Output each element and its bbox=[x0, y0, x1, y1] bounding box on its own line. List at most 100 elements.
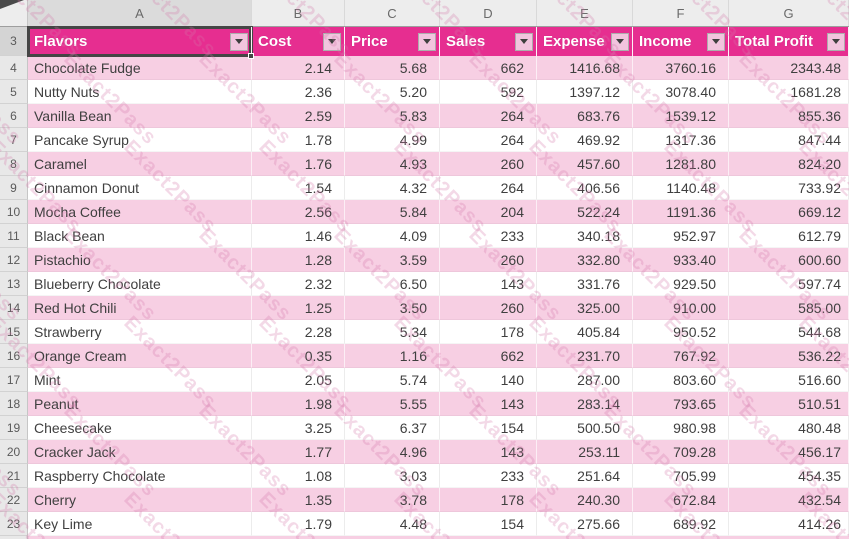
cell-expense[interactable]: 240.30 bbox=[537, 488, 633, 512]
cell-price[interactable]: 4.32 bbox=[345, 176, 440, 200]
cell-price[interactable]: 4.99 bbox=[345, 128, 440, 152]
cell-sales[interactable]: 662 bbox=[440, 56, 537, 80]
cell-price[interactable]: 6.37 bbox=[345, 416, 440, 440]
cell-total-profit[interactable]: 2343.48 bbox=[729, 56, 849, 80]
row-number[interactable]: 17 bbox=[0, 368, 28, 392]
cell-flavor[interactable]: Cherry bbox=[28, 488, 252, 512]
cell-expense[interactable]: 275.66 bbox=[537, 512, 633, 536]
filter-button-income[interactable] bbox=[707, 32, 725, 51]
row-number[interactable]: 21 bbox=[0, 464, 28, 488]
cell-total-profit[interactable]: 510.51 bbox=[729, 392, 849, 416]
cell-cost[interactable]: 1.77 bbox=[252, 440, 345, 464]
cell-flavor[interactable]: Chocolate Fudge bbox=[28, 56, 252, 80]
filter-button-cost[interactable] bbox=[323, 32, 341, 51]
header-cell-flavors[interactable]: Flavors bbox=[28, 27, 254, 59]
cell-sales[interactable]: 143 bbox=[440, 440, 537, 464]
row-number[interactable]: 14 bbox=[0, 296, 28, 320]
cell-total-profit[interactable]: 600.60 bbox=[729, 248, 849, 272]
row-number[interactable]: 4 bbox=[0, 56, 28, 80]
header-cell-total-profit[interactable]: Total Profit bbox=[729, 27, 849, 56]
cell-total-profit[interactable]: 733.92 bbox=[729, 176, 849, 200]
header-cell-income[interactable]: Income bbox=[633, 27, 729, 56]
cell-expense[interactable]: 405.84 bbox=[537, 320, 633, 344]
cell-cost[interactable]: 2.28 bbox=[252, 320, 345, 344]
row-number[interactable]: 18 bbox=[0, 392, 28, 416]
row-number[interactable]: 23 bbox=[0, 512, 28, 536]
cell-total-profit[interactable]: 432.54 bbox=[729, 488, 849, 512]
cell-income[interactable]: 793.65 bbox=[633, 392, 729, 416]
cell-cost[interactable]: 1.54 bbox=[252, 176, 345, 200]
column-header-a[interactable]: A bbox=[28, 0, 252, 26]
cell-total-profit[interactable]: 597.74 bbox=[729, 272, 849, 296]
cell-expense[interactable]: 332.80 bbox=[537, 248, 633, 272]
cell-income[interactable]: 910.00 bbox=[633, 296, 729, 320]
row-number[interactable]: 22 bbox=[0, 488, 28, 512]
row-number[interactable]: 16 bbox=[0, 344, 28, 368]
cell-cost[interactable]: 1.76 bbox=[252, 152, 345, 176]
cell-sales[interactable]: 204 bbox=[440, 200, 537, 224]
cell-expense[interactable]: 287.00 bbox=[537, 368, 633, 392]
cell-flavor[interactable]: Pancake Syrup bbox=[28, 128, 252, 152]
cell-income[interactable]: 3078.40 bbox=[633, 80, 729, 104]
column-header-d[interactable]: D bbox=[440, 0, 537, 26]
cell-flavor[interactable]: Pistachio bbox=[28, 248, 252, 272]
cell-flavor[interactable]: Red Hot Chili bbox=[28, 296, 252, 320]
cell-total-profit[interactable]: 669.12 bbox=[729, 200, 849, 224]
fill-handle[interactable] bbox=[248, 53, 254, 59]
cell-total-profit[interactable]: 480.48 bbox=[729, 416, 849, 440]
filter-button-price[interactable] bbox=[418, 32, 436, 51]
cell-price[interactable]: 1.16 bbox=[345, 344, 440, 368]
cell-sales[interactable]: 233 bbox=[440, 224, 537, 248]
cell-income[interactable]: 952.97 bbox=[633, 224, 729, 248]
row-number[interactable]: 10 bbox=[0, 200, 28, 224]
cell-price[interactable]: 5.84 bbox=[345, 200, 440, 224]
cell-total-profit[interactable]: 824.20 bbox=[729, 152, 849, 176]
cell-price[interactable]: 3.50 bbox=[345, 296, 440, 320]
column-header-e[interactable]: E bbox=[537, 0, 633, 26]
cell-total-profit[interactable]: 1681.28 bbox=[729, 80, 849, 104]
cell-income[interactable]: 3760.16 bbox=[633, 56, 729, 80]
cell-sales[interactable]: 143 bbox=[440, 392, 537, 416]
cell-total-profit[interactable]: 414.26 bbox=[729, 512, 849, 536]
cell-price[interactable]: 4.96 bbox=[345, 440, 440, 464]
row-header-3[interactable]: 3 bbox=[0, 27, 28, 56]
cell-income[interactable]: 1281.80 bbox=[633, 152, 729, 176]
cell-price[interactable]: 3.78 bbox=[345, 488, 440, 512]
cell-price[interactable]: 5.74 bbox=[345, 368, 440, 392]
cell-expense[interactable]: 469.92 bbox=[537, 128, 633, 152]
cell-income[interactable]: 803.60 bbox=[633, 368, 729, 392]
cell-cost[interactable]: 2.36 bbox=[252, 80, 345, 104]
cell-cost[interactable]: 2.05 bbox=[252, 368, 345, 392]
cell-expense[interactable]: 500.50 bbox=[537, 416, 633, 440]
filter-button-flavors[interactable] bbox=[230, 32, 248, 51]
cell-cost[interactable]: 3.25 bbox=[252, 416, 345, 440]
cell-income[interactable]: 672.84 bbox=[633, 488, 729, 512]
cell-expense[interactable]: 457.60 bbox=[537, 152, 633, 176]
cell-expense[interactable]: 1416.68 bbox=[537, 56, 633, 80]
cell-price[interactable]: 5.34 bbox=[345, 320, 440, 344]
cell-flavor[interactable]: Orange Cream bbox=[28, 344, 252, 368]
column-header-g[interactable]: G bbox=[729, 0, 849, 26]
cell-price[interactable]: 5.55 bbox=[345, 392, 440, 416]
cell-expense[interactable]: 683.76 bbox=[537, 104, 633, 128]
column-header-f[interactable]: F bbox=[633, 0, 729, 26]
column-header-c[interactable]: C bbox=[345, 0, 440, 26]
cell-total-profit[interactable]: 454.35 bbox=[729, 464, 849, 488]
cell-flavor[interactable]: Peanut bbox=[28, 392, 252, 416]
cell-price[interactable]: 5.83 bbox=[345, 104, 440, 128]
cell-total-profit[interactable]: 516.60 bbox=[729, 368, 849, 392]
header-cell-expense[interactable]: Expense bbox=[537, 27, 633, 56]
cell-income[interactable]: 1191.36 bbox=[633, 200, 729, 224]
cell-cost[interactable]: 1.46 bbox=[252, 224, 345, 248]
cell-price[interactable]: 3.59 bbox=[345, 248, 440, 272]
cell-income[interactable]: 980.98 bbox=[633, 416, 729, 440]
cell-cost[interactable]: 1.28 bbox=[252, 248, 345, 272]
select-all-corner[interactable] bbox=[0, 0, 28, 26]
cell-cost[interactable]: 2.14 bbox=[252, 56, 345, 80]
cell-sales[interactable]: 260 bbox=[440, 152, 537, 176]
header-cell-sales[interactable]: Sales bbox=[440, 27, 537, 56]
row-number[interactable]: 7 bbox=[0, 128, 28, 152]
cell-sales[interactable]: 662 bbox=[440, 344, 537, 368]
cell-cost[interactable]: 1.35 bbox=[252, 488, 345, 512]
cell-expense[interactable]: 406.56 bbox=[537, 176, 633, 200]
